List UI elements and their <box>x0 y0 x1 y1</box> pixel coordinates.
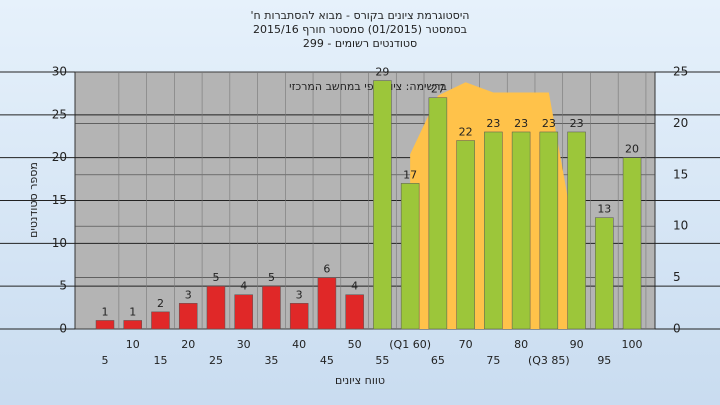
x-tick-label: 95 <box>597 354 611 367</box>
x-tick-label: 55 <box>375 354 389 367</box>
value-label: 13 <box>597 203 611 216</box>
value-label: 1 <box>102 305 109 318</box>
bar <box>595 217 614 330</box>
x-tick-label: 65 <box>431 354 445 367</box>
x-tick-label: 70 <box>459 338 473 351</box>
x-tick-label: 80 <box>514 338 528 351</box>
value-label: 29 <box>375 66 389 79</box>
bar <box>567 131 586 330</box>
bar <box>484 131 503 330</box>
bar <box>289 303 309 330</box>
value-label: 3 <box>185 288 192 301</box>
x-axis-label: טווח ציונים <box>335 374 385 387</box>
x-tick-label: 30 <box>237 338 251 351</box>
bar <box>622 157 642 330</box>
bar <box>345 294 364 330</box>
bar <box>428 97 448 330</box>
chart-title: היסטוגרמת ציונים בקורס - מבוא להסתברות ח… <box>251 9 470 22</box>
x-tick-label: 75 <box>486 354 500 367</box>
bar <box>123 320 142 330</box>
value-label: 2 <box>157 297 164 310</box>
y2-tick-label: 0 <box>673 322 681 336</box>
bar <box>206 285 226 330</box>
value-label: 6 <box>323 263 330 276</box>
value-label: 22 <box>459 126 473 139</box>
bar <box>234 294 253 330</box>
x-tick-label: 40 <box>292 338 306 351</box>
value-label: 27 <box>431 83 445 96</box>
bar <box>178 303 198 330</box>
x-tick-label: 10 <box>126 338 140 351</box>
value-label: 20 <box>625 143 639 156</box>
y2-tick-label: 20 <box>673 116 688 130</box>
x-tick-label: 50 <box>348 338 362 351</box>
value-label: 4 <box>351 280 358 293</box>
bar <box>400 183 420 330</box>
x-tick-label: 15 <box>153 354 167 367</box>
value-label: 5 <box>212 271 219 284</box>
x-tick-label: 100 <box>622 338 643 351</box>
y2-tick-label: 25 <box>673 65 688 79</box>
bar <box>151 311 170 330</box>
x-tick-label: (Q3 85) <box>528 354 570 367</box>
value-label: 23 <box>486 117 500 130</box>
bar <box>539 131 559 330</box>
bar <box>456 140 475 330</box>
x-tick-label: 35 <box>264 354 278 367</box>
x-tick-label: (Q1 60) <box>389 338 431 351</box>
x-tick-label: 90 <box>570 338 584 351</box>
value-label: 23 <box>570 117 584 130</box>
x-tick-label: 45 <box>320 354 334 367</box>
bar <box>317 277 337 330</box>
value-label: 5 <box>268 271 275 284</box>
bar <box>511 131 531 330</box>
bar <box>373 80 392 330</box>
chart-subtitle: בסמסטר (01/2015) סמסטר חורף 2015/16 <box>253 23 467 36</box>
chart-subtitle: סטודנטים רשומים - 299 <box>303 37 417 50</box>
y2-tick-label: 10 <box>673 219 688 233</box>
bar <box>95 320 115 330</box>
x-tick-label: 5 <box>102 354 109 367</box>
bar <box>262 285 281 330</box>
value-label: 23 <box>514 117 528 130</box>
value-label: 4 <box>240 280 247 293</box>
value-label: 17 <box>403 168 417 181</box>
value-label: 23 <box>542 117 556 130</box>
x-tick-label: 25 <box>209 354 223 367</box>
value-label: 1 <box>129 305 136 318</box>
y2-tick-label: 15 <box>673 167 688 181</box>
value-label: 3 <box>296 288 303 301</box>
y2-tick-label: 5 <box>673 270 681 284</box>
annotation: ברשימה: ציון סופי במחשב המרכזי <box>289 80 447 93</box>
x-tick-label: 20 <box>181 338 195 351</box>
